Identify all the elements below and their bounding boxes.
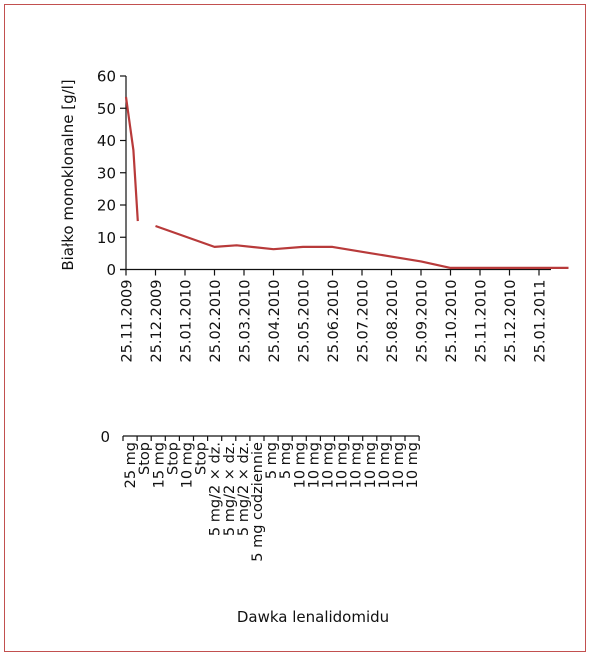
x-tick-label: 25.01.2011 (533, 280, 549, 363)
y-tick-label: 20 (97, 197, 116, 215)
x-tick-label: 25.08.2010 (385, 280, 401, 363)
y-tick-label: 60 (97, 68, 116, 86)
dose-zero-label: 0 (100, 428, 110, 446)
y-tick-label: 50 (97, 100, 116, 118)
y-tick-label: 40 (97, 132, 116, 150)
x-tick-label: 25.11.2009 (120, 280, 136, 363)
x-tick-label: 25.01.2010 (179, 280, 195, 363)
y-tick-label: 30 (97, 164, 116, 182)
y-axis-title: Białko monoklonalne [g/l] (59, 79, 77, 270)
x-tick-label: 25.06.2010 (326, 280, 342, 363)
dose-label: 10 mg (405, 442, 421, 488)
series-line-segment (126, 97, 138, 221)
dose-axis-title: Dawka lenalidomidu (237, 608, 389, 626)
x-axis-ticks: 25.11.2009 25.12.2009 25.01.2010 25.02.2010… (120, 270, 549, 363)
x-tick-label: 25.11.2010 (474, 280, 490, 363)
x-tick-label: 25.05.2010 (297, 280, 313, 363)
y-tick-label: 0 (106, 261, 116, 279)
x-tick-label: 25.07.2010 (356, 280, 372, 363)
series-line-segment (156, 226, 569, 268)
x-tick-label: 25.03.2010 (238, 280, 254, 363)
x-tick-label: 25.12.2009 (149, 280, 165, 363)
x-tick-label: 25.04.2010 (267, 280, 283, 363)
x-tick-label: 25.10.2010 (444, 280, 460, 363)
x-tick-label: 25.02.2010 (208, 280, 224, 363)
x-tick-label: 25.12.2010 (503, 280, 519, 363)
y-tick-label: 10 (97, 229, 116, 247)
x-tick-label: 25.09.2010 (415, 280, 431, 363)
series-lines (126, 97, 569, 268)
monoclonal-protein-chart: 0 10 20 30 40 50 60 25.11.2009 25.12.2009 25.01.… (59, 68, 569, 363)
y-axis-ticks: 0 10 20 30 40 50 60 (97, 68, 126, 280)
